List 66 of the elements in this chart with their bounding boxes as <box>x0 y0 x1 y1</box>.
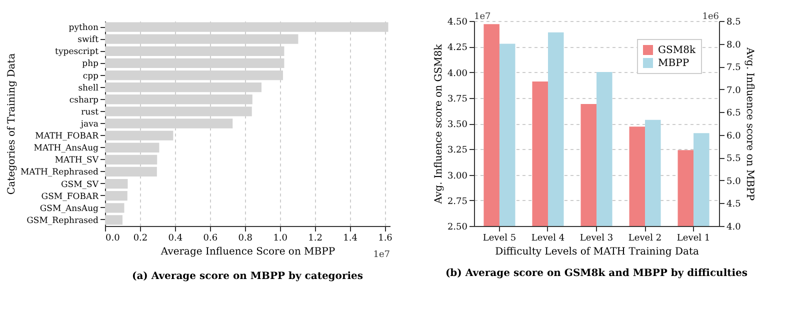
y-tick-label: MATH_Rephrased <box>20 168 100 178</box>
x-tick-label: Level 5 <box>482 234 516 244</box>
y-tick-label: GSM_FOBAR <box>41 192 100 202</box>
y2-tick-label: 7.5 <box>726 63 742 74</box>
bar <box>105 215 122 225</box>
x-tick-label: 0.8 <box>238 234 253 244</box>
y-tick-label: swift <box>78 35 100 46</box>
y2-tick-label: 8.5 <box>726 18 742 28</box>
y2-tick-label: 6.5 <box>726 108 742 119</box>
y-tick-label: typescript <box>55 47 100 58</box>
y-tick-label: GSM_SV <box>60 180 100 190</box>
legend-label: MBPP <box>658 58 690 69</box>
y-tick-label: 3.00 <box>447 171 468 182</box>
y2-tick-label: 4.0 <box>726 222 742 232</box>
x-tick-label: 0.4 <box>168 234 183 244</box>
text: (b) Average score on GSM8k and MBPP by difficulties <box>445 268 748 279</box>
y-tick-label: 3.25 <box>447 146 468 156</box>
y-axis-title: Categories of Training Data <box>6 53 18 195</box>
bar <box>105 191 128 201</box>
y-tick-label: cpp <box>82 71 100 82</box>
x-tick-label: Level 1 <box>676 234 710 244</box>
y2-tick-label: 7.0 <box>726 86 742 96</box>
annotation: 1e6 <box>702 12 720 22</box>
legend-label: GSM8k <box>658 45 696 56</box>
bar <box>105 178 128 189</box>
x-axis-title: Average Influence Score on MBPP <box>160 246 336 258</box>
x-tick-label: 1.0 <box>273 234 288 244</box>
text: (a) Average score on MBPP by categories <box>132 271 364 282</box>
y-tick-label: 2.75 <box>447 196 468 207</box>
y-tick-label: 4.25 <box>447 43 468 54</box>
y-tick-label: 4.50 <box>447 18 468 28</box>
bar <box>105 203 124 213</box>
y2-tick-label: 5.0 <box>726 176 742 187</box>
y-tick-label: 2.50 <box>447 222 468 232</box>
y2-tick-label: 6.0 <box>726 131 742 142</box>
y-tick-label: GSM_Rephrased <box>26 216 100 226</box>
y-tick-label: GSM_AnsAug <box>40 204 100 214</box>
x-tick-label: 0.6 <box>203 234 218 244</box>
y-tick-label: MATH_SV <box>54 156 100 166</box>
y-tick-label: rust <box>81 107 100 118</box>
y-tick-label: 3.75 <box>447 94 468 104</box>
x-tick-label: 1.4 <box>343 234 358 244</box>
text: 1e7 <box>373 250 390 260</box>
y-tick-label: 3.50 <box>447 120 468 130</box>
y-axis-title: Avg. Influence score on GSM8k <box>433 43 444 205</box>
y2-axis-title: Avg. Influence score on MBPP <box>744 46 755 201</box>
x-tick-label: 0.0 <box>106 234 120 244</box>
x-tick-label: Level 4 <box>531 234 565 244</box>
x-tick-label: 1.2 <box>308 234 322 244</box>
x-tick-label: 1.6 <box>378 234 393 244</box>
y-tick-label: python <box>68 23 100 34</box>
x-tick-label: Level 3 <box>580 234 614 244</box>
y-tick-label: 4.00 <box>447 68 468 79</box>
y-tick-label: MATH_AnsAug <box>34 144 100 154</box>
x-axis-title: Difficulty Levels of MATH Training Data <box>495 246 699 258</box>
y-tick-label: php <box>82 59 100 70</box>
y2-tick-label: 4.5 <box>726 200 742 210</box>
y-tick-label: csharp <box>69 95 100 106</box>
y2-tick-label: 5.5 <box>726 154 742 164</box>
annotation: 1e7 <box>474 12 492 22</box>
y-tick-label: MATH_FOBAR <box>35 132 100 142</box>
x-tick-label: Level 2 <box>628 234 662 244</box>
y-tick-label: java <box>80 120 98 130</box>
y-tick-label: shell <box>78 83 99 94</box>
y2-tick-label: 8.0 <box>726 40 742 50</box>
x-tick-label: 0.2 <box>133 234 148 244</box>
